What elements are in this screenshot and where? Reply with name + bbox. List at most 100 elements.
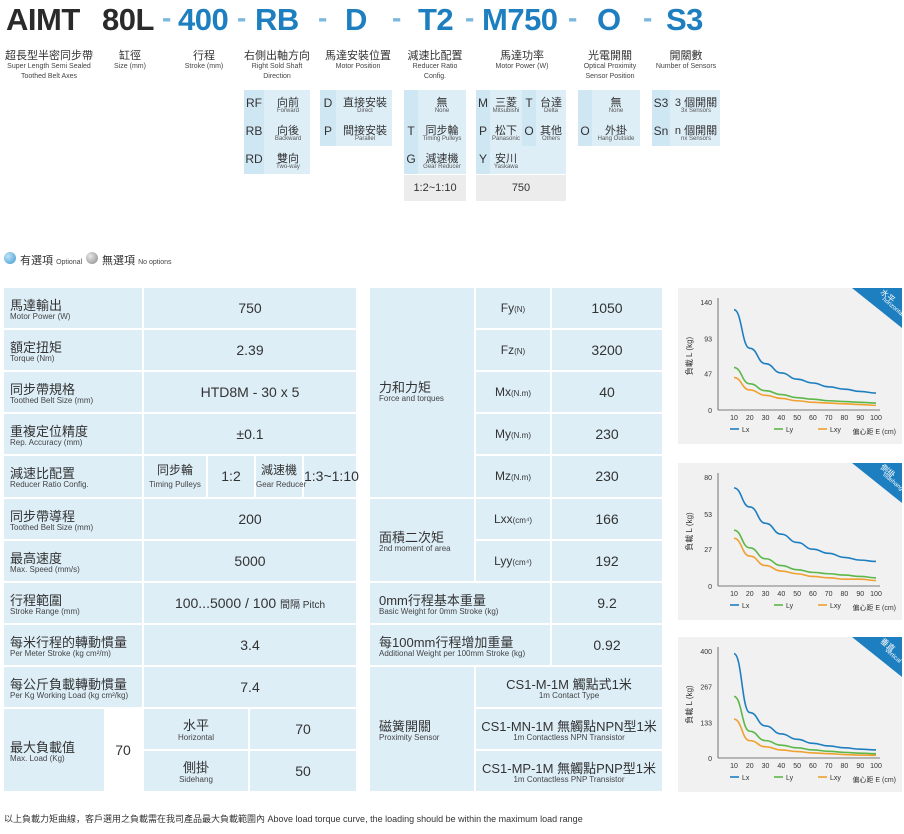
chart-xtick-label: 50 (793, 415, 801, 422)
spec-label-en: Per Kg Working Load (kg cm²/kg) (10, 691, 129, 700)
force-val-cell (552, 288, 662, 328)
option-code: S3 (653, 96, 669, 110)
moment-sym-cell (476, 541, 550, 581)
max-load-total-cell (104, 709, 142, 791)
segment-label-en: Motor Power (W) (495, 63, 549, 70)
spec-label: 額定扭矩 (10, 340, 63, 355)
chart-series-line-lx (733, 652, 877, 751)
force-value: 40 (599, 384, 615, 400)
option-code: D (323, 96, 333, 110)
chart-xtick-label: 30 (762, 415, 770, 422)
chart-legend-label: Lxy (830, 603, 841, 610)
chart-series-line-ly (733, 529, 877, 579)
chart-xtick-label: 60 (809, 415, 817, 422)
spec-label-cell (4, 583, 142, 623)
option-label-en: Hang Outside (597, 136, 635, 142)
spec-value: 200 (238, 511, 262, 527)
chart-xlabel: 偏心距 E (cm) (852, 603, 896, 612)
option-code: P (323, 124, 332, 138)
chart-xtick-label: 70 (825, 591, 833, 598)
spec-value-cell (144, 751, 248, 791)
chart-xtick-label: 100 (870, 763, 882, 770)
option-label: 直接安裝 (343, 97, 387, 109)
load-orientation: 側掛 (182, 760, 209, 775)
add-weight-label-en: Additional Weight per 100mm Stroke (kg) (379, 649, 526, 658)
chart-ytick-label: 0 (708, 408, 712, 415)
option-label: 松下 (495, 125, 517, 137)
option-label-en: 3x Sensors (680, 108, 711, 114)
option-label: 同步輪 (425, 125, 459, 137)
reducer-sub-label: 減速機 (260, 463, 297, 477)
chart-xtick-label: 70 (825, 763, 833, 770)
load-orientation-en: Horizontal (177, 733, 214, 742)
spec-label-en: Toothed Belt Size (mm) (10, 396, 94, 405)
option-label-en: Two-way (276, 164, 300, 170)
chart-xtick-label: 100 (870, 415, 882, 422)
spec-value-cell (144, 541, 356, 581)
moment-symbol: Lxx(cm⁴) (493, 512, 533, 526)
spec-label: 減速比配置 (10, 466, 76, 481)
chart-ytick-label: 0 (708, 756, 712, 763)
chart-series-line-lxy (733, 376, 877, 407)
moment-value: 192 (595, 553, 619, 569)
segment-label: 右側出軸方向 (244, 50, 310, 62)
legend-optional: 有選項 Optional (20, 255, 83, 267)
force-symbol: Mz(N.m) (495, 469, 531, 483)
segment-label: 光電開關 (588, 50, 632, 62)
spec-value-cell (256, 456, 302, 497)
chart-legend-label: Lxy (830, 775, 841, 782)
spec-value-cell (144, 288, 356, 328)
force-sym-cell (476, 372, 550, 412)
spec-label-en: Torque (Nm) (10, 354, 55, 363)
chart-xtick-label: 10 (730, 763, 738, 770)
segment-label-en: Size (mm) (114, 63, 146, 70)
proximity-model: CS1-MP-1M 無觸點PNP型1米 (481, 761, 657, 776)
force-symbol: Mx(N.m) (495, 385, 531, 399)
option-label: 向後 (277, 125, 299, 137)
segment-label: 馬達功率 (500, 50, 544, 62)
chart-ytick-label: 400 (700, 649, 712, 656)
hyphen: - (643, 2, 653, 33)
spec-label-cell (4, 541, 142, 581)
code-stroke: 400 (178, 2, 229, 37)
option-label-en: Timing Pulleys (422, 136, 462, 142)
force-sym-cell (476, 288, 550, 328)
base-weight-label-en: Basic Weight for 0mm Stroke (kg) (379, 607, 499, 616)
spec-value-cell (144, 667, 356, 707)
chart-legend-label: Lx (742, 427, 750, 434)
chart-legend-label: Ly (786, 603, 794, 610)
spec-label: 行程範圍 (10, 593, 63, 608)
spec-value-cell (144, 414, 356, 454)
chart-xtick-label: 40 (777, 763, 785, 770)
option-label: 台達 (540, 97, 562, 109)
moment-sym-cell (476, 499, 550, 539)
chart-xtick-label: 60 (809, 763, 817, 770)
chart-xtick-label: 40 (777, 591, 785, 598)
option-code: RB (245, 124, 263, 138)
chart-series-line-ly (733, 366, 877, 404)
chart-ytick-label: 140 (700, 300, 712, 307)
option-label: 無 (436, 97, 448, 109)
chart-series-line-lxy (733, 537, 877, 582)
force-sym-cell (476, 414, 550, 454)
chart-xtick-label: 90 (856, 591, 864, 598)
spec-value-cell (208, 456, 254, 497)
chart-ylabel: 負載 L (kg) (684, 336, 694, 375)
chart-legend-label: Lx (742, 603, 750, 610)
chart-ytick-label: 267 (700, 685, 712, 692)
spec-label-en: Stroke Range (mm) (10, 607, 80, 616)
spec-label: 最高速度 (10, 551, 63, 566)
spec-value: 100...5000 / 100 間隔 Pitch (174, 595, 326, 611)
option-label-en: Delta (543, 108, 558, 114)
spec-value-cell (144, 456, 206, 497)
spec-label-cell (4, 625, 142, 665)
spec-label-cell (4, 414, 142, 454)
chart-ytick-label: 0 (708, 584, 712, 591)
segment-label: 馬達安裝位置 (325, 50, 391, 62)
no-option-dot-icon (86, 252, 98, 264)
force-sym-cell (476, 330, 550, 370)
force-value: 3200 (591, 342, 623, 358)
chart-xtick-label: 90 (856, 415, 864, 422)
reducer-sub-label-en: Timing Pulleys (149, 480, 201, 489)
